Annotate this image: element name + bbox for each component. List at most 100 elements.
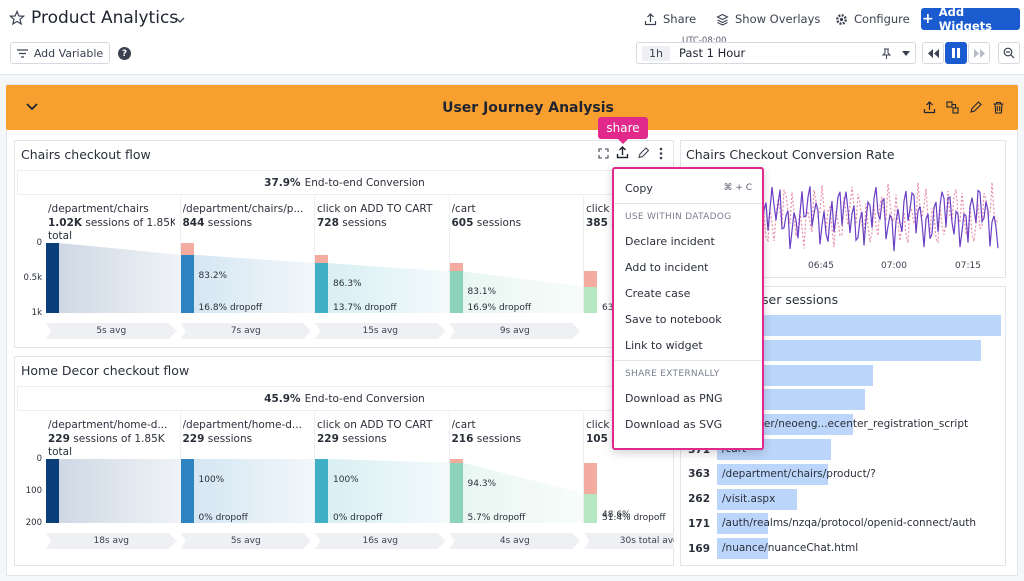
dashboard-title[interactable]: Product Analytics xyxy=(31,8,179,28)
step-extra: total xyxy=(48,446,73,458)
funnel-widget-home-decor xyxy=(14,356,674,566)
configure-button[interactable]: Configure xyxy=(835,12,910,26)
step-dropoff: 16.8% dropoff xyxy=(198,303,263,313)
step-dropoff: 5.7% dropoff xyxy=(467,513,526,523)
expand-icon[interactable] xyxy=(598,148,609,159)
widget-more-icon[interactable] xyxy=(659,147,663,160)
menu-item-add-to-incident[interactable]: Add to incident xyxy=(625,260,709,274)
row-label: ncecenter/neoeng...ecenter_registration_… xyxy=(722,418,969,431)
timezone-label: UTC-08:00 xyxy=(682,36,727,46)
toplist-row[interactable]: 169/nuance/nuanceChat.html xyxy=(682,537,1002,560)
toplist-row[interactable]: 262/visit.aspx xyxy=(682,488,1002,511)
sessions-text: sessions xyxy=(207,433,253,445)
y-tick: 1k xyxy=(31,308,42,318)
chevron-down-icon[interactable] xyxy=(175,14,185,23)
step-name: click xyxy=(586,203,610,215)
dropoff-bar xyxy=(180,243,194,255)
group-delete-icon[interactable] xyxy=(992,101,1005,114)
favorite-star-icon[interactable] xyxy=(8,9,26,26)
time-range-picker[interactable]: 1h Past 1 Hour xyxy=(636,42,916,64)
y-tick: 0.5k xyxy=(23,273,42,283)
sessions-count: 605 xyxy=(451,217,474,229)
step-divider xyxy=(179,412,181,523)
row-label: /visit.aspx xyxy=(722,492,776,505)
toplist-row[interactable]: 363/department/chairs/product/? xyxy=(682,463,1002,486)
funnel-bar xyxy=(180,459,194,523)
toplist-row[interactable] xyxy=(682,339,1002,362)
step-dropoff: 16.9% dropoff xyxy=(467,303,532,313)
avg-pill: 30s total avg xyxy=(584,533,674,549)
conversion-label: End-to-end Conversion xyxy=(304,176,425,189)
sessions-text: sessions of 1.85K xyxy=(85,217,175,229)
step-divider xyxy=(448,412,450,523)
sessions-count: 1.02K xyxy=(48,217,83,229)
show-overlays-label: Show Overlays xyxy=(735,12,821,26)
rewind-button[interactable] xyxy=(922,42,944,64)
funnel-bar xyxy=(180,254,194,313)
add-widgets-button[interactable]: + Add Widgets xyxy=(921,5,1020,33)
conversion-pct: 45.9% xyxy=(264,392,301,405)
zoom-out-button[interactable] xyxy=(998,42,1020,64)
sessions-count: 385 xyxy=(586,217,608,229)
funnel-bar xyxy=(584,493,597,523)
row-count: 169 xyxy=(688,542,710,555)
step-name: click xyxy=(586,419,610,431)
collapse-chevron-icon[interactable] xyxy=(25,102,39,112)
show-overlays-button[interactable]: Show Overlays xyxy=(716,12,820,26)
row-bar xyxy=(717,513,769,535)
row-bar xyxy=(717,339,982,361)
fast-forward-button[interactable] xyxy=(968,42,990,64)
step-name: click on ADD TO CART xyxy=(317,419,433,431)
row-label: /auth/realms/nzqa/protocol/openid-connec… xyxy=(722,517,977,530)
toplist-row[interactable] xyxy=(682,314,1002,337)
layers-icon xyxy=(716,13,729,26)
funnel-bar xyxy=(315,263,328,313)
menu-item-declare-incident[interactable]: Declare incident xyxy=(625,234,715,248)
step-pct: 48.6% xyxy=(602,509,631,520)
share-icon xyxy=(644,12,657,25)
pause-icon xyxy=(952,48,960,58)
group-share-icon[interactable] xyxy=(923,101,936,114)
sessions-text: sessions xyxy=(342,433,387,445)
dropoff-bar xyxy=(449,263,463,272)
funnel-chart: 0 0.5k 1k/department/chairs 1.02K sessions … xyxy=(14,196,674,346)
group-title: User Journey Analysis xyxy=(442,100,614,116)
add-variable-button[interactable]: Add Variable xyxy=(10,42,110,64)
caret-down-icon[interactable] xyxy=(902,51,910,57)
step-name: /department/chairs xyxy=(48,203,149,215)
widget-edit-icon[interactable] xyxy=(637,147,650,159)
sessions-count: 216 xyxy=(451,433,474,445)
menu-item-create-case[interactable]: Create case xyxy=(625,286,691,300)
group-edit-icon[interactable] xyxy=(969,101,982,114)
row-bar xyxy=(717,315,1001,336)
widget-title: Home Decor checkout flow xyxy=(21,363,190,378)
rewind-icon xyxy=(927,48,939,58)
tooltip-text: share xyxy=(606,121,640,135)
menu-item-download-png[interactable]: Download as PNG xyxy=(625,391,723,405)
conversion-pct: 37.9% xyxy=(264,176,301,189)
menu-item-link-to-widget[interactable]: Link to widget xyxy=(625,338,703,352)
gear-icon xyxy=(836,13,847,25)
pin-icon[interactable] xyxy=(881,48,892,59)
step-pct: 100% xyxy=(333,475,359,485)
share-button[interactable]: Share xyxy=(644,12,696,26)
funnel-bar xyxy=(46,459,59,523)
group-clone-icon[interactable] xyxy=(946,101,959,114)
toplist-row[interactable]: 171/auth/realms/nzqa/protocol/openid-con… xyxy=(682,512,1002,535)
step-dropoff: 0% dropoff xyxy=(198,513,248,523)
menu-divider xyxy=(614,203,762,204)
add-variable-label: Add Variable xyxy=(33,46,104,60)
widget-share-icon[interactable] xyxy=(616,146,629,159)
pause-button[interactable] xyxy=(945,42,967,64)
help-icon[interactable]: ? xyxy=(118,47,131,60)
copy-label: Copy xyxy=(625,181,653,195)
step-divider xyxy=(314,196,315,313)
step-divider xyxy=(583,412,584,523)
conversion-rate-chart xyxy=(760,182,999,252)
menu-item-download-svg[interactable]: Download as SVG xyxy=(625,417,723,431)
row-count: 171 xyxy=(688,517,710,530)
sessions-count: 728 xyxy=(317,217,339,229)
menu-item-copy[interactable]: Copy ⌘ + C xyxy=(614,175,762,201)
sessions-text: sessions xyxy=(207,217,253,229)
menu-item-save-to-notebook[interactable]: Save to notebook xyxy=(625,312,722,326)
